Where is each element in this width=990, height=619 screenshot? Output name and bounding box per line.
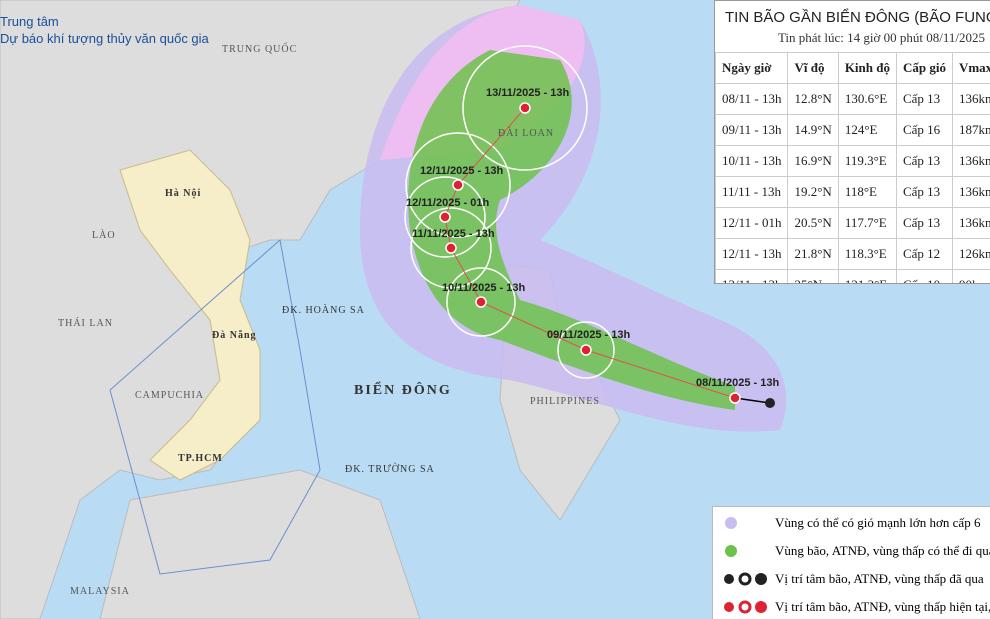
legend-text: Vùng có thể có gió mạnh lớn hơn cấp 6 [775,514,981,530]
track-label: 12/11/2025 - 01h [406,197,489,209]
vietnam [119,149,261,481]
legend-entry: Vùng bão, ATNĐ, vùng thấp có thể đi qua [713,538,990,563]
track-points [439,102,741,404]
table-cell: Cấp 13 [895,83,953,115]
table-cell: 21.8°N [787,238,839,270]
table-cell: 121.3°E [837,269,897,283]
table-cell: 187km/ [951,114,990,146]
past-track [734,397,771,404]
legend-entry: Vị trí tâm bão, ATNĐ, vùng thấp hiện tại… [713,594,990,619]
table-cell: Cấp 10 [895,269,953,283]
table-cell: 136km/ [951,207,990,239]
track-label: 11/11/2025 - 13h [412,228,495,240]
map-label: BIỂN ĐÔNG [354,380,452,398]
table-cell: 16.9°N [787,145,839,177]
storm-zone [408,50,735,410]
map-label: ĐK. HOÀNG SA [282,304,365,316]
org: Trung tâm [0,14,59,29]
track-line [444,107,771,404]
map-label: LÀO [92,229,116,241]
table-cell: 12/11 - 01h [715,207,789,239]
track-label: 09/11/2025 - 13h [547,329,630,341]
table-cell: 25°N [787,269,839,283]
radius-circles [404,45,615,379]
table-cell: 136km/ [951,145,990,177]
table-header: Ngày giờ [715,52,789,84]
table-cell: 12.8°N [787,83,839,115]
legend-entry: Vị trí tâm bão, ATNĐ, vùng thấp đã qua [713,566,990,591]
table-header: Vĩ độ [787,52,839,84]
legend-text: Vị trí tâm bão, ATNĐ, vùng thấp hiện tại… [775,598,990,614]
map-label: ĐK. TRƯỜNG SA [345,463,435,475]
map-label: Đà Nẵng [212,330,257,341]
table-cell: 118°E [837,176,897,208]
table-cell: 118.3°E [837,238,897,270]
track-label: 12/11/2025 - 13h [420,165,503,177]
table-cell: Cấp 13 [895,176,953,208]
table-cell: 13/11 - 13h [715,269,789,283]
map-label: CAMPUCHIA [135,390,204,401]
table-cell: 117.7°E [837,207,897,239]
table-cell: 119.3°E [837,145,897,177]
legend: Vùng có thể có gió mạnh lớn hơn cấp 6 Vùn… [712,506,990,619]
map-label: Hà Nội [165,188,201,199]
table-cell: Cấp 13 [895,207,953,239]
legend-entry: Vùng có thể có gió mạnh lớn hơn cấp 6 [713,510,990,535]
table-cell: 130.6°E [837,83,897,115]
table: Ngày giờ Vĩ độ Kinh độ Cấp gió Vmax 08/11 - 1… [715,52,990,283]
org-full: Dự báo khí tượng thủy văn quốc gia [0,31,210,46]
table-cell: 11/11 - 13h [715,176,789,208]
table-cell: 136km/ [951,83,990,115]
map-label: TRUNG QUỐC [222,42,297,55]
legend-text: Vùng bão, ATNĐ, vùng thấp có thể đi qua [775,542,990,558]
map-label: PHILIPPINES [530,396,600,407]
table-cell: 09/11 - 13h [715,114,789,146]
track-label: 08/11/2025 - 13h [696,377,779,389]
table-cell: 08/11 - 13h [715,83,789,115]
table-cell: 10/11 - 13h [715,145,789,177]
table-cell: 12/11 - 13h [715,238,789,270]
legend-text: Vị trí tâm bão, ATNĐ, vùng thấp đã qua [775,570,984,586]
borneo [99,469,421,619]
map-label: ĐÀI LOAN [498,127,554,139]
map-label: MALAYSIA [70,586,130,597]
table-header: Kinh độ [837,52,897,84]
map-label: THÁI LAN [58,317,113,329]
table-header: Vmax [951,52,990,84]
table-cell: 136km/ [951,176,990,208]
boundary [109,239,321,575]
track-label: 13/11/2025 - 13h [486,87,569,99]
table-cell: Cấp 12 [895,238,953,270]
track-label: 10/11/2025 - 13h [442,282,525,294]
table-cell: 124°E [837,114,897,146]
table-cell: 14.9°N [787,114,839,146]
map-label: TP.HCM [178,453,223,464]
table-cell: Cấp 16 [895,114,953,146]
past-position [765,398,775,408]
table-cell: 90km/h [951,269,990,283]
table-header: Cấp gió [895,52,953,84]
issued: Tin phát lúc: 14 giờ 00 phút 08/11/2025 [777,30,985,45]
table-cell: 19.2°N [787,176,839,208]
table-cell: 126km/ [951,238,990,270]
table-cell: Cấp 13 [895,145,953,177]
table-title: TIN BÃO GẦN BIỂN ĐÔNG (BÃO FUNG- [725,9,990,26]
info-table: TIN BÃO GẦN BIỂN ĐÔNG (BÃO FUNG- Tin phá… [714,0,990,284]
table-cell: 20.5°N [787,207,839,239]
